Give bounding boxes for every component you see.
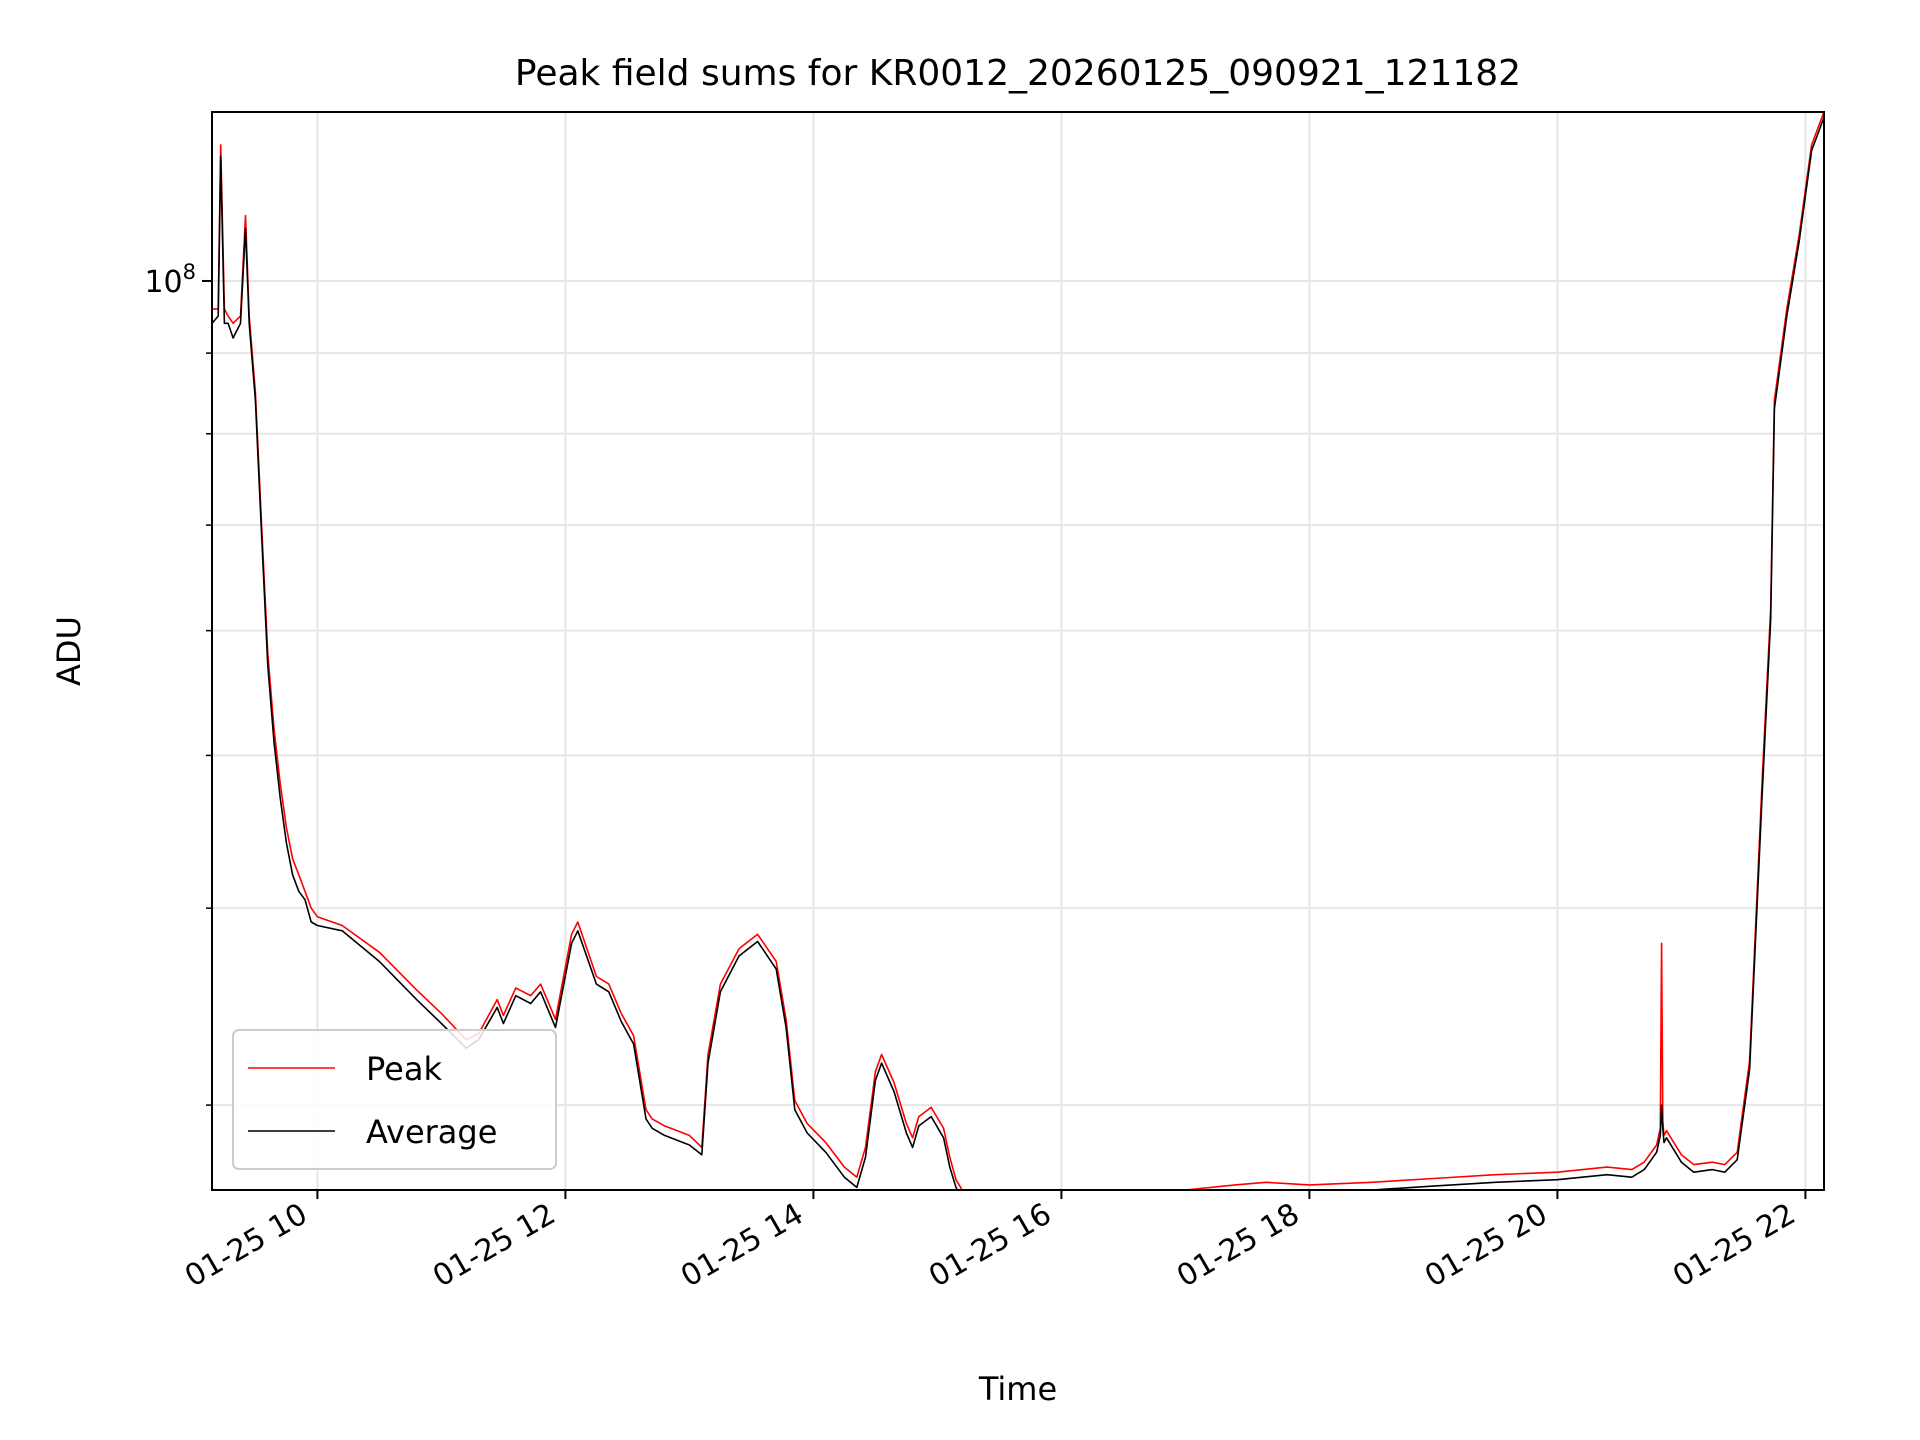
- y-tick-label-exponent: 8: [183, 260, 196, 284]
- y-axis-ticks: 108: [144, 260, 212, 1106]
- chart-title: Peak field sums for KR0012_20260125_0909…: [515, 53, 1521, 94]
- y-tick-label-base: 10: [144, 265, 182, 300]
- legend-label-average: Average: [366, 1113, 497, 1151]
- y-axis-label: ADU: [50, 616, 88, 686]
- legend-box: [232, 1029, 557, 1170]
- y-tick-label: 108: [144, 260, 196, 300]
- plot-frame: [211, 111, 1825, 1191]
- legend-label-peak: Peak: [366, 1050, 442, 1088]
- series-average-line: [212, 117, 1824, 1190]
- legend: Peak Average: [232, 1029, 557, 1170]
- x-axis-label: Time: [978, 1370, 1057, 1408]
